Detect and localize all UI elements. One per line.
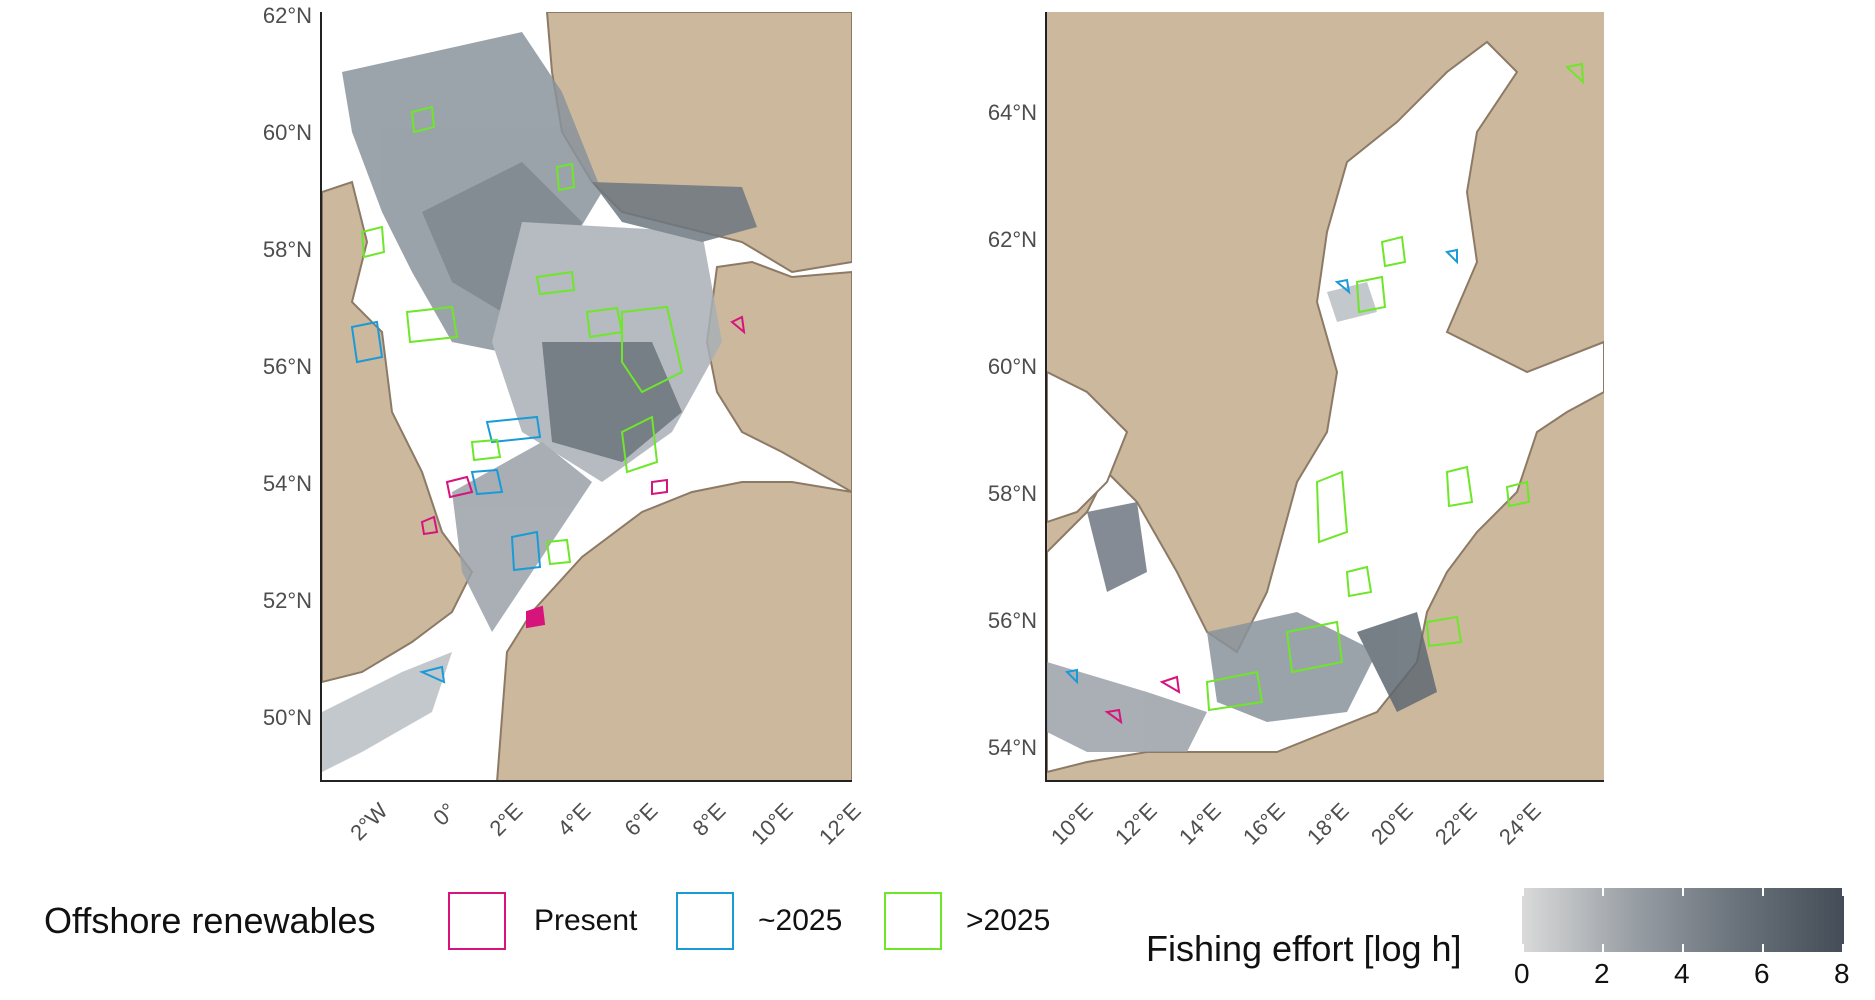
renewables-present bbox=[1104, 675, 1181, 725]
colorbar-tick-label: 2 bbox=[1594, 958, 1610, 989]
colorbar-tick bbox=[1762, 944, 1764, 952]
right-lon-label: 22°E bbox=[1430, 798, 1482, 850]
right-lat-label: 54°N bbox=[987, 735, 1037, 760]
land-continent bbox=[495, 481, 852, 782]
left-lon-label: 4°E bbox=[552, 798, 596, 841]
north-sea-map bbox=[322, 12, 852, 782]
baltic-sea-map bbox=[1047, 12, 1604, 782]
sea-kattegat bbox=[1047, 370, 1129, 524]
left-lat-label: 52°N bbox=[262, 588, 312, 613]
legend-title: Offshore renewables bbox=[44, 900, 376, 941]
right-lon-label: 18°E bbox=[1302, 798, 1354, 850]
renewables-2025 bbox=[1064, 248, 1458, 685]
left-lon-label: 0° bbox=[428, 798, 461, 831]
right-lon-label: 20°E bbox=[1366, 798, 1418, 850]
colorbar-title: Fishing effort [log h] bbox=[1146, 928, 1462, 969]
renewables-after-2025 bbox=[360, 105, 684, 566]
colorbar-tick bbox=[1522, 888, 1524, 896]
left-map-y-axis bbox=[320, 12, 322, 782]
renewables-2025 bbox=[350, 320, 542, 684]
colorbar-tick-label: 6 bbox=[1754, 958, 1770, 989]
left-lon-label: 2°W bbox=[345, 798, 393, 846]
right-lon-label: 16°E bbox=[1238, 798, 1290, 850]
left-lon-label: 6°E bbox=[619, 798, 663, 841]
colorbar-tick bbox=[1602, 944, 1604, 952]
legend-label-present: Present bbox=[534, 904, 638, 937]
left-lon-label: 8°E bbox=[687, 798, 731, 841]
colorbar bbox=[1522, 888, 1844, 952]
colorbar-tick-label: 0 bbox=[1514, 958, 1530, 989]
right-lat-label: 58°N bbox=[987, 481, 1037, 506]
legend-key-present bbox=[448, 892, 506, 950]
left-lat-label: 58°N bbox=[262, 237, 312, 262]
north-sea-map-canvas bbox=[322, 12, 852, 782]
legend-key-after-2025 bbox=[884, 892, 942, 950]
colorbar-tick bbox=[1762, 888, 1764, 896]
renewables-present bbox=[420, 315, 746, 629]
left-map-x-axis bbox=[320, 780, 852, 782]
left-lat-label: 62°N bbox=[262, 3, 312, 28]
left-lon-label: 2°E bbox=[484, 798, 528, 841]
colorbar-tick bbox=[1842, 888, 1844, 896]
right-lat-label: 64°N bbox=[987, 100, 1037, 125]
left-lat-label: 60°N bbox=[262, 120, 312, 145]
right-lon-label: 14°E bbox=[1174, 798, 1226, 850]
legend-label-2025: ~2025 bbox=[758, 904, 843, 937]
right-lon-label: 24°E bbox=[1494, 798, 1546, 850]
colorbar-tick-label: 8 bbox=[1834, 958, 1850, 989]
right-map-x-axis bbox=[1045, 780, 1604, 782]
right-lon-label: 10°E bbox=[1046, 798, 1098, 850]
left-lon-label: 12°E bbox=[814, 798, 866, 850]
colorbar-tick-label: 4 bbox=[1674, 958, 1690, 989]
colorbar-tick bbox=[1682, 888, 1684, 896]
renewables-after-2025 bbox=[1205, 62, 1585, 712]
left-lat-label: 50°N bbox=[262, 705, 312, 730]
colorbar-tick bbox=[1842, 944, 1844, 952]
right-lat-label: 60°N bbox=[987, 354, 1037, 379]
right-lat-label: 56°N bbox=[987, 608, 1037, 633]
right-lon-label: 12°E bbox=[1110, 798, 1162, 850]
colorbar-tick bbox=[1602, 888, 1604, 896]
left-lon-label: 10°E bbox=[746, 798, 798, 850]
colorbar-tick bbox=[1682, 944, 1684, 952]
left-lat-label: 54°N bbox=[262, 471, 312, 496]
right-lat-label: 62°N bbox=[987, 227, 1037, 252]
colorbar-tick bbox=[1522, 944, 1524, 952]
legend-label-after-2025: >2025 bbox=[966, 904, 1051, 937]
fishing-effort-layer bbox=[322, 32, 757, 772]
left-lat-label: 56°N bbox=[262, 354, 312, 379]
baltic-sea-map-canvas bbox=[1047, 12, 1604, 782]
right-map-y-axis bbox=[1045, 12, 1047, 782]
legend-key-2025 bbox=[676, 892, 734, 950]
